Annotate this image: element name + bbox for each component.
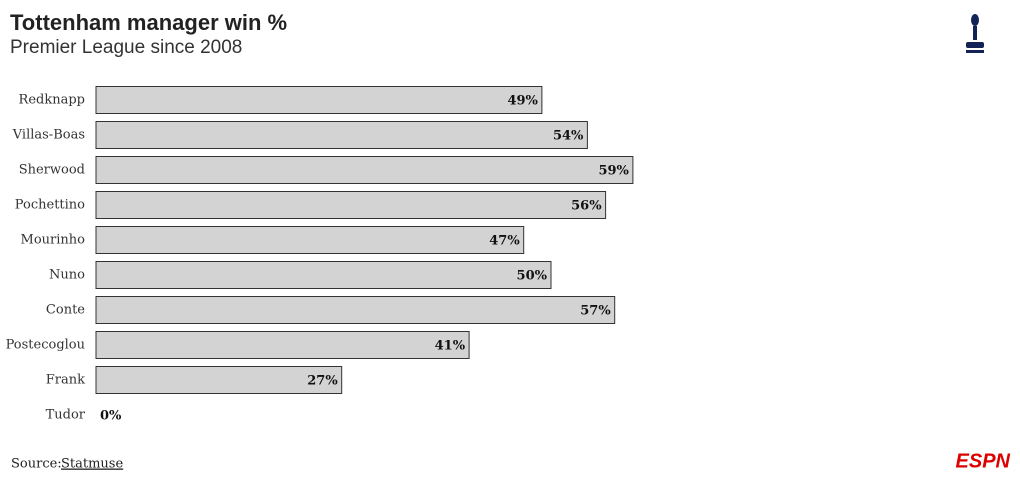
y-tick-label: Sherwood xyxy=(19,163,85,178)
source-link[interactable]: Statmuse xyxy=(61,457,123,472)
value-label: 0% xyxy=(100,409,122,424)
value-label: 27% xyxy=(307,374,338,389)
chart-subtitle: Premier League since 2008 xyxy=(10,37,242,58)
value-label: 49% xyxy=(507,94,538,109)
chart-title: Tottenham manager win % xyxy=(10,10,287,35)
bar xyxy=(95,191,607,219)
value-label: 56% xyxy=(571,199,602,214)
club-crest xyxy=(966,14,984,53)
y-tick-label: Redknapp xyxy=(19,93,85,108)
y-tick-label: Villas-Boas xyxy=(12,128,85,143)
y-tick-label: Postecoglou xyxy=(6,338,85,353)
bar xyxy=(95,261,552,289)
value-label: 41% xyxy=(435,339,466,354)
value-label: 54% xyxy=(553,129,584,144)
bar xyxy=(95,121,588,149)
y-tick-label: Mourinho xyxy=(21,233,86,248)
y-tick-label: Conte xyxy=(46,303,85,318)
y-tick-label: Frank xyxy=(46,373,85,388)
bar xyxy=(95,296,616,324)
value-label: 50% xyxy=(517,269,548,284)
bar xyxy=(95,331,470,359)
value-label: 47% xyxy=(489,234,520,249)
y-tick-label: Nuno xyxy=(49,268,85,283)
bar xyxy=(95,156,634,184)
value-label: 57% xyxy=(580,304,611,319)
source-label: Source: xyxy=(11,457,62,472)
bar xyxy=(95,226,525,254)
y-tick-label: Pochettino xyxy=(15,198,85,213)
bar xyxy=(95,366,343,394)
value-label: 59% xyxy=(598,164,629,179)
y-tick-label: Tudor xyxy=(46,408,86,423)
espn-logo: ESPN xyxy=(956,450,1011,472)
bar xyxy=(95,86,543,114)
